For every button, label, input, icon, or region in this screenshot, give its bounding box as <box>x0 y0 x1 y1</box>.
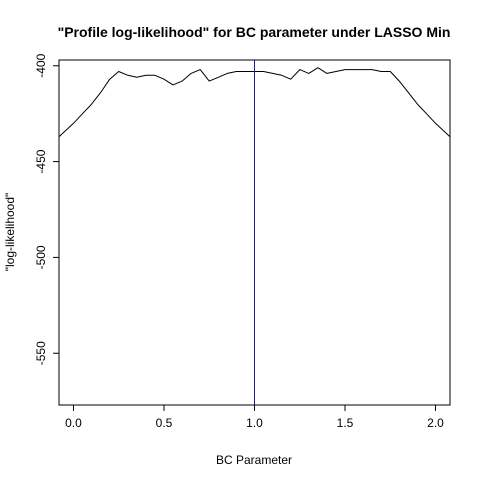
x-tick-label-3: 1.5 <box>337 416 354 430</box>
x-tick-label-2: 1.0 <box>246 416 263 430</box>
x-axis-label: BC Parameter <box>216 453 292 467</box>
y-tick-label-3: -400 <box>34 53 48 77</box>
y-tick-label-2: -450 <box>34 149 48 173</box>
x-tick-label-4: 2.0 <box>427 416 444 430</box>
x-tick-label-1: 0.5 <box>156 416 173 430</box>
y-tick-label-0: -550 <box>34 341 48 365</box>
y-axis-label: "log-likelihood" <box>3 193 17 272</box>
plot-area: 0.0 0.5 1.0 1.5 2.0 -550 -500 -450 -400 <box>34 53 451 430</box>
chart-title: "Profile log-likelihood" for BC paramete… <box>58 24 451 40</box>
x-tick-label-0: 0.0 <box>65 416 82 430</box>
y-tick-label-1: -500 <box>34 245 48 269</box>
